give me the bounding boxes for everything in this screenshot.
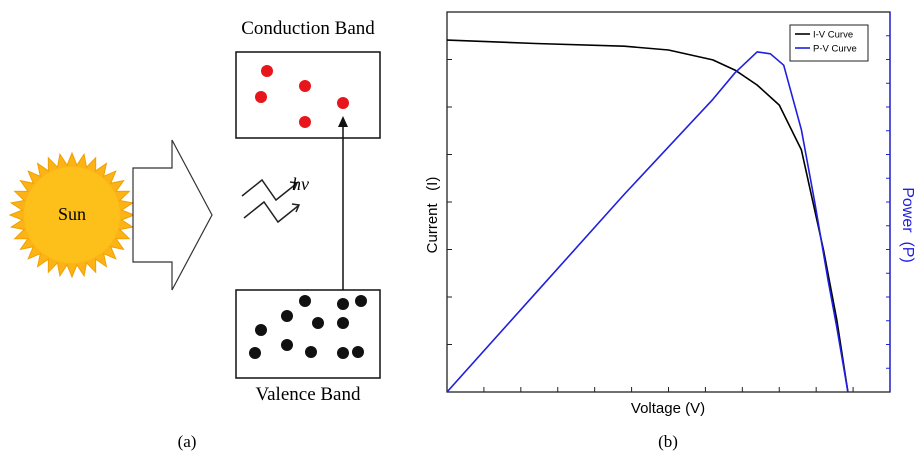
sun-disc	[24, 167, 120, 263]
legend: I-V Curve P-V Curve	[789, 24, 869, 62]
sun-label: Sun	[58, 204, 86, 224]
photon-label: hν	[292, 174, 309, 194]
y-axis-label: Current (I)	[424, 177, 441, 254]
x-axis-label: Voltage (V)	[631, 400, 705, 417]
caption-a: (a)	[178, 432, 197, 451]
plot-frame	[446, 11, 891, 393]
y2-axis-label: Power (P)	[899, 187, 916, 263]
axis-ticks	[447, 35, 890, 392]
series-line	[446, 51, 849, 393]
arrow-head	[338, 116, 348, 127]
caption-b: (b)	[658, 432, 678, 451]
light-arrow	[132, 139, 213, 291]
valence-band-label: Valence Band	[256, 384, 361, 405]
holes	[249, 295, 367, 359]
legend-label: I-V Curve	[813, 30, 853, 41]
legend-label: P-V Curve	[813, 44, 857, 55]
conduction-band-label: Conduction Band	[241, 18, 375, 39]
electrons	[255, 65, 349, 128]
photon-arrows	[241, 178, 301, 224]
sun	[8, 151, 136, 279]
series-line	[446, 39, 849, 393]
legend-box	[789, 24, 869, 62]
